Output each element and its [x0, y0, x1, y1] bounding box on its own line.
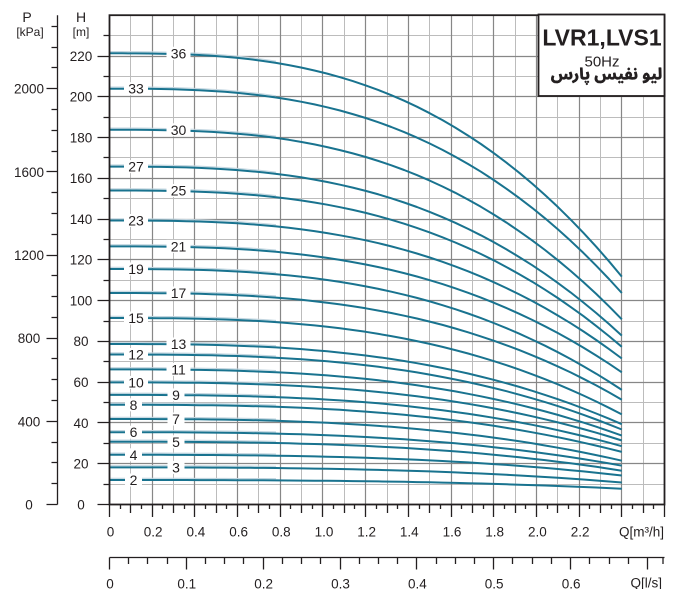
svg-text:[kPa]: [kPa] — [16, 25, 43, 39]
svg-text:0: 0 — [25, 498, 33, 513]
svg-text:8: 8 — [130, 397, 138, 413]
svg-text:2: 2 — [130, 472, 138, 488]
svg-text:0.1: 0.1 — [177, 577, 196, 589]
svg-text:200: 200 — [70, 90, 93, 105]
svg-text:25: 25 — [171, 183, 187, 199]
svg-text:20: 20 — [73, 457, 88, 472]
svg-text:1.4: 1.4 — [400, 525, 419, 540]
svg-text:1.8: 1.8 — [485, 525, 504, 540]
svg-text:0: 0 — [106, 577, 114, 589]
svg-text:0.8: 0.8 — [272, 525, 291, 540]
svg-text:60: 60 — [73, 375, 88, 390]
svg-text:0.4: 0.4 — [408, 577, 427, 589]
svg-text:1.6: 1.6 — [443, 525, 462, 540]
svg-text:11: 11 — [171, 361, 186, 377]
svg-text:2.0: 2.0 — [528, 525, 547, 540]
svg-text:15: 15 — [128, 310, 144, 326]
svg-text:0.2: 0.2 — [144, 525, 163, 540]
svg-text:33: 33 — [128, 81, 144, 97]
svg-text:0.4: 0.4 — [187, 525, 206, 540]
svg-text:LVR1,LVS1: LVR1,LVS1 — [542, 25, 661, 51]
svg-text:0.6: 0.6 — [562, 577, 581, 589]
svg-text:Q[m³/h]: Q[m³/h] — [619, 525, 664, 540]
svg-text:0.3: 0.3 — [331, 577, 350, 589]
svg-text:120: 120 — [70, 253, 93, 268]
svg-text:23: 23 — [128, 213, 144, 229]
svg-text:27: 27 — [128, 159, 144, 175]
svg-text:140: 140 — [70, 212, 93, 227]
svg-text:0: 0 — [77, 497, 85, 512]
svg-text:2000: 2000 — [14, 82, 44, 97]
svg-text:36: 36 — [171, 45, 187, 61]
svg-text:2.2: 2.2 — [571, 525, 590, 540]
svg-text:[m]: [m] — [73, 25, 90, 39]
svg-text:6: 6 — [130, 424, 138, 440]
svg-text:0: 0 — [107, 525, 115, 540]
svg-text:0.2: 0.2 — [254, 577, 273, 589]
svg-text:30: 30 — [171, 122, 187, 138]
svg-text:0.6: 0.6 — [229, 525, 248, 540]
svg-text:4: 4 — [130, 447, 138, 463]
svg-text:5: 5 — [172, 434, 180, 450]
svg-text:P: P — [22, 9, 31, 25]
svg-text:10: 10 — [128, 374, 144, 390]
svg-text:12: 12 — [128, 347, 144, 363]
svg-text:0.5: 0.5 — [485, 577, 504, 589]
svg-text:Q[l/s]: Q[l/s] — [630, 576, 662, 589]
svg-text:H: H — [76, 9, 86, 25]
svg-text:220: 220 — [70, 49, 93, 64]
svg-text:7: 7 — [172, 411, 180, 427]
svg-text:50Hz: 50Hz — [584, 54, 619, 71]
svg-text:13: 13 — [171, 336, 187, 352]
svg-text:21: 21 — [171, 238, 187, 254]
svg-text:1.2: 1.2 — [357, 525, 376, 540]
svg-text:180: 180 — [70, 130, 93, 145]
svg-text:160: 160 — [70, 171, 93, 186]
svg-text:17: 17 — [171, 285, 187, 301]
svg-text:80: 80 — [73, 334, 88, 349]
svg-text:40: 40 — [73, 416, 88, 431]
svg-text:19: 19 — [128, 261, 144, 277]
svg-text:9: 9 — [172, 387, 180, 403]
svg-text:100: 100 — [70, 293, 93, 308]
svg-text:1200: 1200 — [14, 248, 44, 263]
svg-text:400: 400 — [18, 414, 41, 429]
svg-text:1.0: 1.0 — [315, 525, 334, 540]
svg-text:3: 3 — [172, 459, 180, 475]
svg-text:1600: 1600 — [14, 165, 44, 180]
svg-text:800: 800 — [18, 331, 41, 346]
